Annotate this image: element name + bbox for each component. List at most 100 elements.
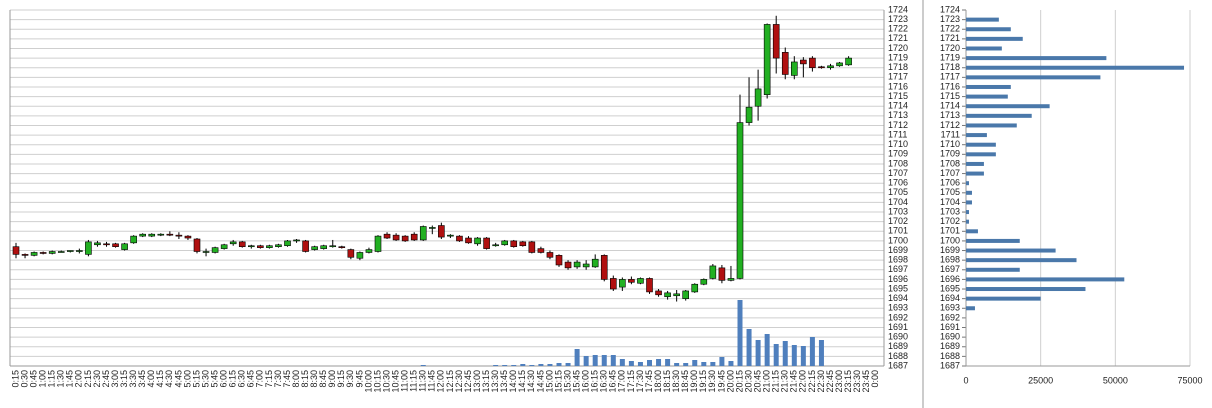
candle-body <box>754 88 762 107</box>
x-tick-label: 7:00 <box>255 370 265 388</box>
y-tick-label: 1721 <box>888 33 908 43</box>
candle-body <box>365 249 373 253</box>
candle-body <box>763 24 771 95</box>
x-tick-label: 16:00 <box>581 370 591 393</box>
candle-body <box>202 251 210 253</box>
volume-bar <box>601 355 607 366</box>
y-tick-label: 1694 <box>940 293 960 303</box>
y-tick-label: 1709 <box>940 149 960 159</box>
candle-body <box>673 293 680 297</box>
x-tick-label: 18:30 <box>671 370 681 393</box>
profile-bar <box>966 161 984 166</box>
y-tick-label: 1697 <box>888 264 908 274</box>
x-tick-label: 4:00 <box>146 370 156 388</box>
x-tick-label: 9:45 <box>354 370 364 388</box>
candle-body <box>456 235 463 242</box>
profile-bar <box>966 229 978 234</box>
x-tick-label: 20:00 <box>725 370 735 393</box>
y-tick-label: 1714 <box>940 101 960 111</box>
y-tick-label: 1689 <box>888 341 908 351</box>
y-tick-label: 1707 <box>888 168 908 178</box>
x-tick-label: 1:15 <box>47 370 57 388</box>
volume-bar <box>719 357 725 366</box>
candle-body <box>166 233 174 236</box>
candle-body <box>700 279 708 285</box>
y-tick-label: 1701 <box>888 226 908 236</box>
profile-bar <box>966 258 1077 263</box>
candle-body <box>311 246 318 250</box>
profile-bar <box>966 142 996 147</box>
volume-bar <box>710 362 716 366</box>
volume-bar <box>701 362 707 366</box>
x-tick-label: 1:30 <box>56 370 66 388</box>
candle-body <box>664 292 671 298</box>
candle-body <box>619 279 626 288</box>
candle-body <box>85 241 92 255</box>
x-tick-label: 12:00 <box>436 370 446 393</box>
x-tick-label: 21:30 <box>780 370 790 393</box>
volume-bar <box>782 341 788 366</box>
candle-body <box>12 246 20 255</box>
y-tick-label: 1691 <box>940 322 960 332</box>
candle-body <box>691 283 699 293</box>
x-tick-label: 10:45 <box>390 370 400 393</box>
x-tick-label: 3:30 <box>128 370 138 388</box>
volume-bar <box>529 365 535 366</box>
x-tick-label: 12:45 <box>463 370 473 393</box>
y-tick-label: 1724 <box>940 4 960 14</box>
y-tick-label: 1715 <box>940 91 960 101</box>
profile-bar <box>966 65 1185 70</box>
y-tick-label: 1698 <box>888 255 908 265</box>
candle-body <box>48 251 56 254</box>
candle-body <box>809 57 816 69</box>
x-tick-label: 18:00 <box>653 370 663 393</box>
candle-body <box>483 237 490 249</box>
y-tick-label: 1710 <box>940 139 960 149</box>
x-tick-label: 15:45 <box>571 370 581 393</box>
candle-body <box>501 240 509 246</box>
y-tick-label: 1704 <box>888 197 908 207</box>
x-tick-label: 19:30 <box>707 370 717 393</box>
y-tick-label: 1708 <box>940 158 960 168</box>
candle-body <box>447 234 454 237</box>
candle-body <box>410 233 418 241</box>
x-tick-label: 0:15 <box>10 370 20 388</box>
x-tick-label: 21:15 <box>771 370 781 393</box>
profile-bar <box>966 200 972 205</box>
candle-body <box>94 242 101 246</box>
y-tick-label: 1719 <box>888 52 908 62</box>
volume-bar <box>674 363 680 366</box>
y-tick-label: 1696 <box>940 274 960 284</box>
x-tick-label: 21:45 <box>789 370 799 393</box>
x-tick-label: 3:45 <box>137 370 147 388</box>
x-tick-label: 10:00 <box>363 370 373 393</box>
candle-body <box>646 278 653 293</box>
profile-bar <box>966 277 1125 282</box>
candle-body <box>401 235 409 242</box>
candle-body <box>709 265 717 279</box>
y-tick-label: 1724 <box>888 4 908 14</box>
candle-body <box>781 52 789 75</box>
candle-body <box>827 65 834 69</box>
x-tick-label: 4:30 <box>164 370 174 388</box>
y-tick-label: 1697 <box>940 264 960 274</box>
candle-body <box>266 245 273 248</box>
candle-body <box>736 122 744 279</box>
x-tick-label: 22:15 <box>807 370 817 393</box>
x-tick-label: 19:00 <box>689 370 699 393</box>
volume-bar <box>583 356 589 366</box>
y-tick-label: 1689 <box>940 341 960 351</box>
x-tick-label: 1:00 <box>38 370 48 388</box>
candle-body <box>392 234 400 241</box>
y-tick-label: 1721 <box>940 33 960 43</box>
volume-bar <box>556 363 562 366</box>
volume-bar <box>656 359 662 366</box>
candle-body <box>130 235 137 244</box>
x-tick-label: 2:30 <box>92 370 102 388</box>
y-tick-label: 1703 <box>888 206 908 216</box>
candle-body <box>836 62 843 67</box>
x-tick-label: 14:30 <box>526 370 536 393</box>
x-tick-label: 10:30 <box>381 370 391 393</box>
profile-bar <box>966 46 1002 51</box>
y-tick-label: 1693 <box>940 303 960 313</box>
